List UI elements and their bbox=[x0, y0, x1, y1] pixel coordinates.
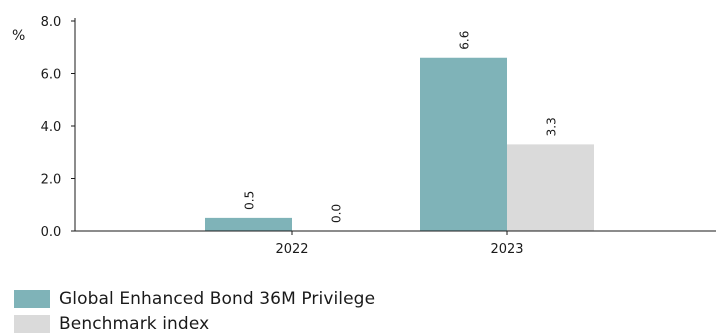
legend-label-fund: Global Enhanced Bond 36M Privilege bbox=[59, 288, 376, 309]
legend-swatch-fund bbox=[14, 289, 50, 308]
y-tick-label: 8.0 bbox=[41, 15, 62, 30]
data-label: 0.5 bbox=[243, 191, 257, 210]
y-axis-label: % bbox=[12, 28, 25, 44]
data-label: 0.0 bbox=[330, 204, 344, 223]
bars-group: 0.5 6.6 0.0 3.3 bbox=[205, 31, 594, 231]
bar-1-1 bbox=[507, 144, 594, 231]
x-tick-label: 2023 bbox=[490, 242, 523, 257]
y-tick-label: 6.0 bbox=[41, 68, 62, 83]
x-axis-ticks: 2022 2023 bbox=[275, 231, 524, 257]
legend-swatch-benchmark bbox=[14, 314, 50, 333]
legend-label-benchmark: Benchmark index bbox=[59, 313, 210, 334]
bar-0-0 bbox=[205, 217, 292, 231]
y-tick-label: 2.0 bbox=[41, 173, 62, 188]
data-label: 6.6 bbox=[458, 31, 472, 50]
bar-chart: % 0.0 2.0 4.0 6.0 8.0 0.5 6.6 0.0 3.3 2022 2023 bbox=[12, 15, 716, 257]
legend-item-fund: Global Enhanced Bond 36M Privilege bbox=[14, 286, 375, 311]
legend: Global Enhanced Bond 36M Privilege Bench… bbox=[14, 286, 375, 336]
legend-item-benchmark: Benchmark index bbox=[14, 311, 375, 336]
y-axis-ticks: 0.0 2.0 4.0 6.0 8.0 bbox=[41, 15, 75, 240]
x-tick-label: 2022 bbox=[275, 242, 308, 257]
y-tick-label: 4.0 bbox=[41, 120, 62, 135]
bar-0-1 bbox=[420, 57, 507, 231]
data-label: 3.3 bbox=[545, 117, 559, 136]
y-tick-label: 0.0 bbox=[41, 225, 62, 240]
